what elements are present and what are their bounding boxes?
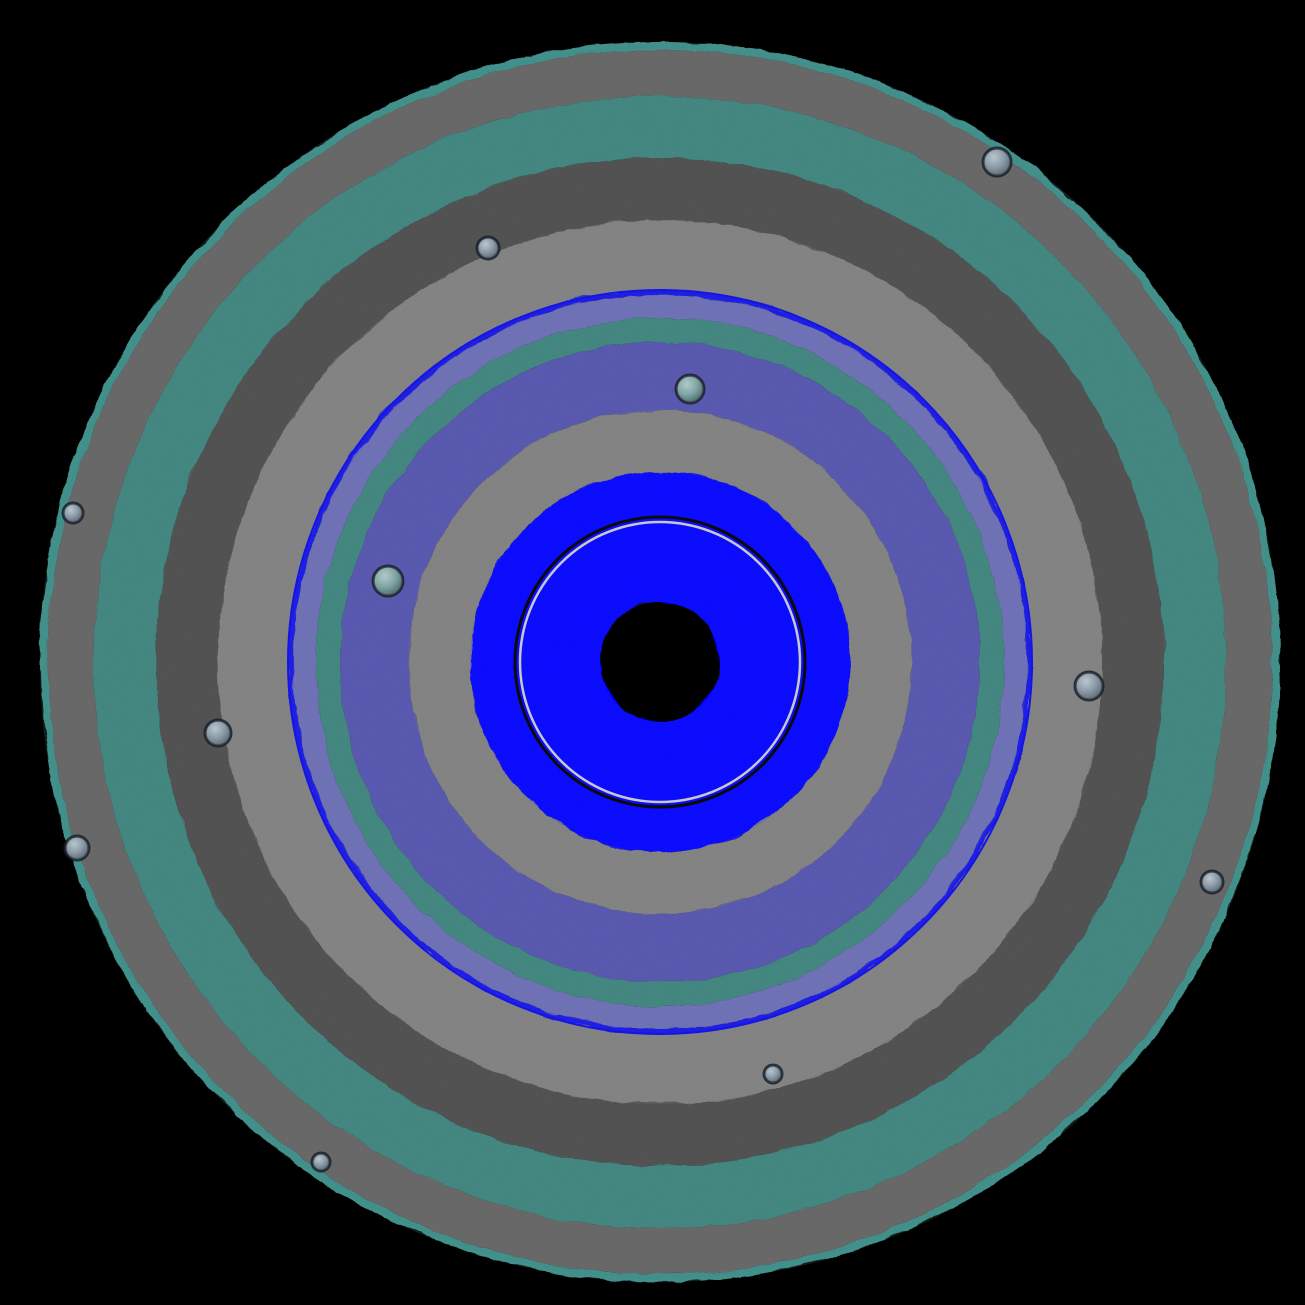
ring-blue-hairline (288, 290, 1032, 1034)
node-body-icon (477, 237, 499, 259)
ring-dark-gray (156, 158, 1164, 1166)
orbit-paths-group (44, 46, 1276, 1278)
node-marker-7[interactable] (203, 718, 233, 748)
orbit-inner-shadow (513, 515, 807, 809)
node-body-icon (1201, 871, 1223, 893)
ring-grain-overlay (40, 42, 1280, 1282)
ring-slate-purple (340, 342, 980, 982)
orbit-upper (287, 289, 1033, 1035)
node-body-icon (373, 566, 403, 596)
ring-teal-narrow (316, 318, 1004, 1006)
ring-slate-purple-muted (293, 295, 1027, 1029)
ring-light-gray (218, 220, 1102, 1104)
node-marker-1[interactable] (981, 146, 1013, 178)
node-body-icon (65, 836, 89, 860)
ring-outer-gray (48, 50, 1272, 1274)
orbit-outer (44, 46, 1276, 1278)
node-body-icon (205, 720, 231, 746)
node-marker-6[interactable] (475, 235, 501, 261)
node-body-icon (983, 148, 1011, 176)
ring-bright-blue (470, 472, 850, 852)
node-body-icon (63, 503, 83, 523)
node-marker-5[interactable] (310, 1151, 332, 1173)
node-marker-11[interactable] (371, 564, 405, 598)
orbit-inner (518, 520, 802, 804)
node-marker-10[interactable] (674, 373, 706, 405)
node-body-icon (764, 1065, 782, 1083)
node-body-icon (312, 1153, 330, 1171)
ring-mid-gray (408, 410, 912, 914)
node-marker-8[interactable] (1073, 670, 1105, 702)
node-markers-group (61, 146, 1225, 1173)
node-body-icon (1075, 672, 1103, 700)
node-marker-2[interactable] (61, 501, 85, 525)
node-marker-3[interactable] (63, 834, 91, 862)
node-marker-4[interactable] (1199, 869, 1225, 895)
ring-teal-wide (94, 96, 1226, 1228)
node-marker-9[interactable] (762, 1063, 784, 1085)
node-body-icon (676, 375, 704, 403)
